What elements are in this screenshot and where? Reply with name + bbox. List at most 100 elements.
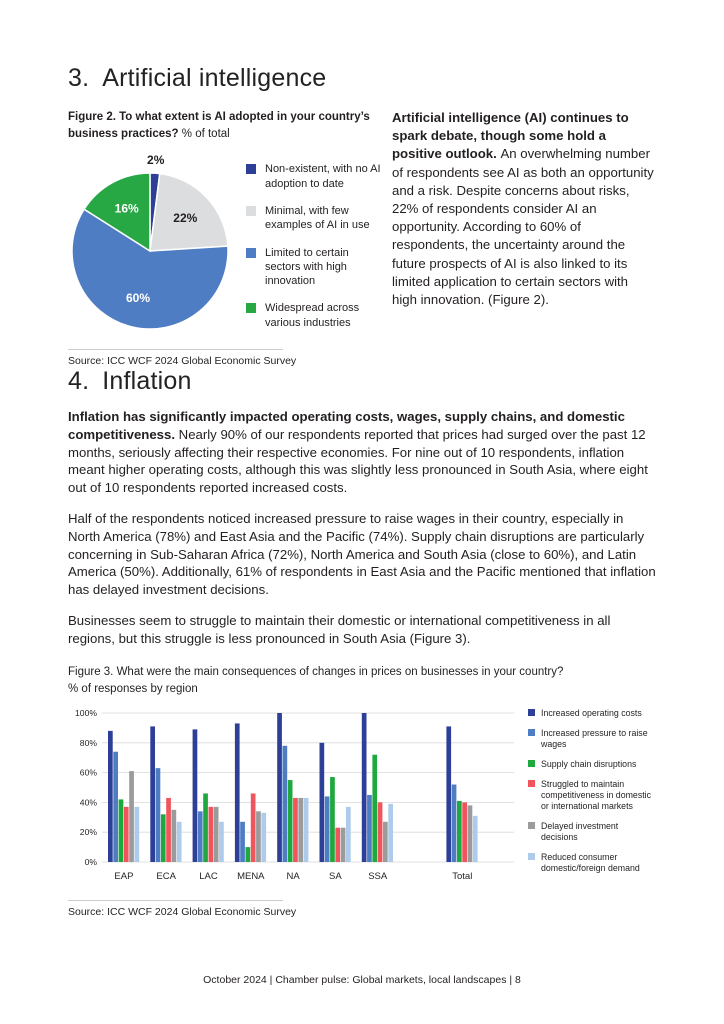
figure2-caption-bold: Figure 2. To what extent is AI adopted i… xyxy=(68,111,370,140)
section-4-number: 4. xyxy=(68,367,90,396)
inflation-paragraph-3-body: Businesses seem to struggle to maintain … xyxy=(68,612,611,646)
bar-Total-series-4 xyxy=(467,805,473,863)
pie-slice-label-0: 2% xyxy=(147,154,165,167)
figure3-caption-bold: Figure 3. What were the main consequence… xyxy=(68,665,564,678)
bar-legend-label: Supply chain disruptions xyxy=(541,759,637,770)
bar-legend-item-4: Delayed investment decisions xyxy=(528,821,654,843)
page-footer: October 2024 | Chamber pulse: Global mar… xyxy=(203,974,521,986)
bar-NA-series-5 xyxy=(303,798,309,863)
bar-LAC-series-2 xyxy=(203,793,208,863)
bar-EAP-series-1 xyxy=(113,751,118,863)
bar-NA-series-0 xyxy=(277,713,282,863)
pie-legend-label: Non-existent, with no AI adoption to dat… xyxy=(265,163,381,190)
bar-legend-label: Increased pressure to raise wages xyxy=(541,728,648,750)
bar-MENA-series-5 xyxy=(261,812,267,863)
ai-paragraph: Artificial intelligence (AI) continues t… xyxy=(392,109,656,309)
pie-slice-label-2: 60% xyxy=(126,291,150,305)
pie-legend-swatch-icon xyxy=(246,164,256,175)
bar-LAC-series-1 xyxy=(197,811,203,863)
bar-EAP-series-0 xyxy=(108,730,113,863)
bar-SA-series-0 xyxy=(319,742,325,863)
bar-legend-label: Struggled to maintain competitiveness in… xyxy=(541,779,652,811)
bar-NA-series-2 xyxy=(287,780,293,863)
bar-MENA-series-1 xyxy=(240,821,245,863)
inflation-paragraph-1: Inflation has significantly impacted ope… xyxy=(68,408,656,497)
bar-legend-item-5: Reduced consumer domestic/foreign demand xyxy=(528,852,654,874)
pie-legend-item-0: Non-existent, with no AI adoption to dat… xyxy=(246,162,383,191)
x-axis-label-LAC: LAC xyxy=(199,871,218,882)
bar-legend-label: Delayed investment decisions xyxy=(541,820,619,842)
y-axis-tick-20%: 20% xyxy=(80,827,98,837)
bar-legend-swatch-icon xyxy=(528,709,535,717)
bar-Total-series-0 xyxy=(446,726,452,863)
bar-legend-swatch-icon xyxy=(528,780,535,788)
bar-LAC-series-0 xyxy=(192,729,198,863)
bar-chart-svg: 0% 20% 40% 60% 80% 100% EAP ECA LAC MENA NA SA SSA To… xyxy=(75,708,514,882)
bar-Total-series-3 xyxy=(462,802,467,863)
bar-LAC-series-4 xyxy=(213,806,219,863)
x-axis-label-Total: Total xyxy=(452,871,472,882)
x-axis-label-SSA: SSA xyxy=(368,871,388,882)
bar-SA-series-4 xyxy=(340,827,346,863)
bar-MENA-series-3 xyxy=(250,793,256,863)
bar-legend-swatch-icon xyxy=(528,729,535,737)
section-3-title: Artificial intelligence xyxy=(102,64,327,92)
pie-legend-item-1: Minimal, with few examples of AI in use xyxy=(246,204,383,233)
pie-legend-item-3: Widespread across various industries xyxy=(246,301,383,330)
section-4-title: Inflation xyxy=(102,367,192,396)
y-axis-tick-40%: 40% xyxy=(80,797,98,807)
bar-LAC-series-3 xyxy=(208,806,214,863)
bar-NA-series-3 xyxy=(293,798,298,863)
pie-slice-3 xyxy=(83,172,151,253)
figure2-divider xyxy=(68,349,283,351)
pie-slice-2 xyxy=(71,208,229,331)
bar-legend-item-2: Supply chain disruptions xyxy=(528,759,654,770)
bar-ECA-series-2 xyxy=(160,814,166,863)
figure2-source: Source: ICC WCF 2024 Global Economic Sur… xyxy=(68,355,297,368)
bar-SA-series-5 xyxy=(346,806,351,863)
inflation-paragraph-1-lead: Inflation has significantly impacted ope… xyxy=(68,409,625,442)
inflation-paragraph-2: Half of the respondents noticed increase… xyxy=(68,510,656,599)
figure3-caption-unit: % of responses by region xyxy=(68,682,198,695)
pie-legend-item-2: Limited to certain sectors with high inn… xyxy=(246,246,383,289)
bar-ECA-series-1 xyxy=(155,768,161,863)
bar-ECA-series-4 xyxy=(171,809,177,863)
pie-chart-svg: 2% 22% 60% 16% xyxy=(71,154,229,331)
y-axis-tick-0%: 0% xyxy=(85,857,98,867)
inflation-paragraph-1-body: Nearly 90% of our respondents reported t… xyxy=(68,426,648,496)
bar-legend-swatch-icon xyxy=(528,760,535,768)
bar-LAC-series-5 xyxy=(219,821,224,863)
bar-NA-series-1 xyxy=(282,745,288,863)
bar-NA-series-4 xyxy=(298,798,304,863)
inflation-paragraph-2-body: Half of the respondents noticed increase… xyxy=(68,511,656,598)
bar-ECA-series-5 xyxy=(176,821,182,863)
bar-SSA-series-0 xyxy=(361,713,367,863)
figure2-pie-chart: 2% 22% 60% 16% Non-existent, with no AI ado… xyxy=(68,154,392,343)
bar-SSA-series-5 xyxy=(388,803,393,863)
bar-SA-series-2 xyxy=(330,777,335,863)
x-axis-label-MENA: MENA xyxy=(237,871,265,882)
bar-EAP-series-5 xyxy=(134,806,140,863)
bar-SSA-series-2 xyxy=(372,754,378,863)
bar-legend-swatch-icon xyxy=(528,852,535,860)
bar-MENA-series-2 xyxy=(245,847,251,863)
bar-ECA-series-0 xyxy=(150,726,155,863)
bar-Total-series-2 xyxy=(457,800,462,863)
bar-EAP-series-2 xyxy=(118,799,124,863)
y-axis-tick-80%: 80% xyxy=(80,738,98,748)
pie-legend-swatch-icon xyxy=(246,303,256,314)
bar-MENA-series-4 xyxy=(256,811,261,863)
pie-legend-label: Widespread across various industries xyxy=(265,302,360,329)
section-3-heading: 3. Artificial intelligence xyxy=(68,64,656,93)
bar-SSA-series-3 xyxy=(377,802,383,863)
x-axis-label-SA: SA xyxy=(329,871,342,882)
bar-EAP-series-3 xyxy=(123,806,129,863)
bar-ECA-series-3 xyxy=(166,798,171,863)
pie-legend-label: Limited to certain sectors with high inn… xyxy=(265,246,349,288)
pie-legend-label: Minimal, with few examples of AI in use xyxy=(265,204,370,232)
figure3-divider xyxy=(68,900,283,902)
ai-paragraph-body: An overwhelming number of respondents se… xyxy=(392,146,654,308)
figure2-block: Figure 2. To what extent is AI adopted i… xyxy=(68,109,392,367)
x-axis-label-ECA: ECA xyxy=(156,871,176,882)
